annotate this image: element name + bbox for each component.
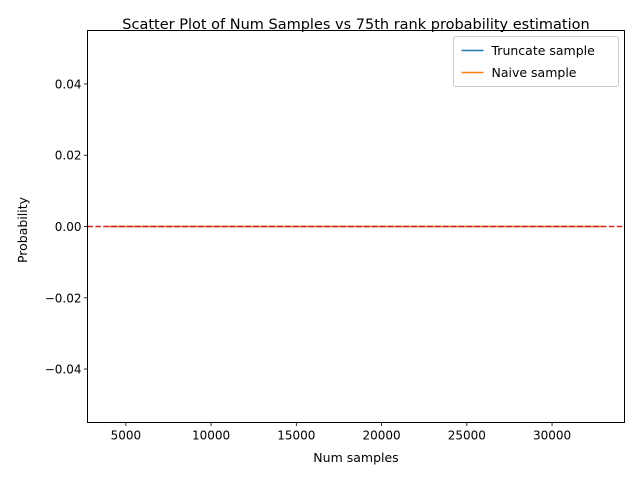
axes-frame — [87, 30, 625, 423]
legend-box — [453, 36, 619, 87]
x-tick-label: 10000 — [192, 429, 230, 443]
y-tick-label: 0.00 — [55, 220, 82, 234]
y-axis-label: Probability — [15, 196, 30, 263]
y-tick-label: 0.04 — [55, 77, 82, 91]
y-tick-label: −0.02 — [45, 291, 82, 305]
x-tick-label: 30000 — [533, 429, 571, 443]
x-tick-label: 5000 — [111, 429, 142, 443]
x-tick-label: 15000 — [277, 429, 315, 443]
chart-title: Scatter Plot of Num Samples vs 75th rank… — [122, 17, 589, 33]
axis-ticks: 5000 10000 15000 20000 25000 30000 0.04 0.02 0.0… — [45, 77, 571, 442]
legend-label: Truncate sample — [491, 43, 596, 58]
y-tick-label: −0.04 — [45, 363, 82, 377]
x-axis-label: Num samples — [313, 450, 398, 465]
legend: Truncate sample Naive sample — [453, 36, 619, 87]
legend-label: Naive sample — [492, 65, 577, 80]
x-tick-label: 20000 — [362, 429, 400, 443]
y-tick-label: 0.02 — [55, 149, 82, 163]
x-tick-label: 25000 — [448, 429, 486, 443]
